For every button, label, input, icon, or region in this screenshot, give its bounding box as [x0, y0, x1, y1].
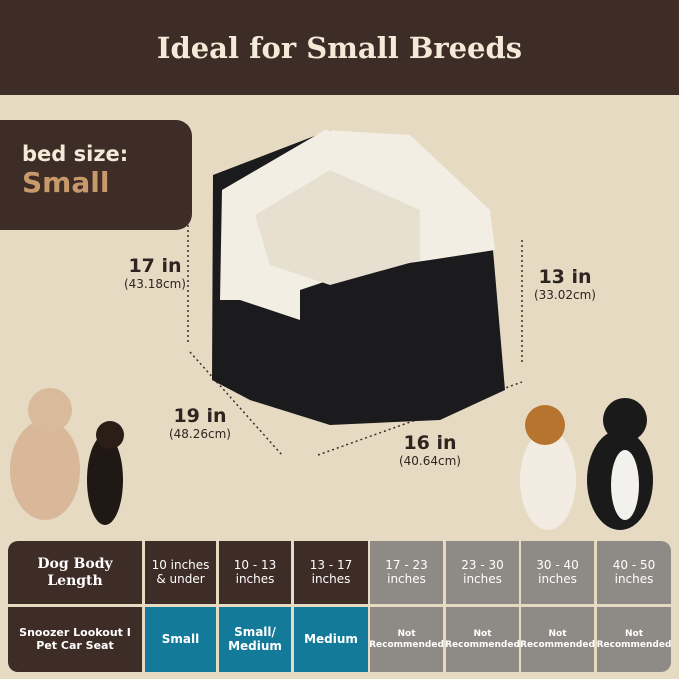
bed-size-box: bed size: Small — [0, 120, 192, 230]
border-collie-image — [587, 398, 653, 530]
table-header-cell: 13 - 17 inches — [294, 541, 368, 604]
table-cell: Not Recommended — [445, 607, 520, 672]
table-header-cell: 17 - 23 inches — [370, 541, 443, 604]
table-header-cell: Dog Body Length — [8, 541, 142, 604]
depth-dimension: 19 in (48.26cm) — [168, 405, 231, 441]
table-header-cell: 10 - 13 inches — [219, 541, 291, 604]
table-header-cell: 30 - 40 inches — [521, 541, 594, 604]
table-cell: Medium — [294, 607, 368, 672]
height-dimension: 17 in (43.18cm) — [123, 255, 186, 291]
car-seat-bed-image — [212, 130, 505, 425]
table-header-cell: 23 - 30 inches — [446, 541, 519, 604]
table-cell: Small — [145, 607, 216, 672]
pinscher-image — [87, 421, 124, 525]
table-cell: Not Recommended — [369, 607, 444, 672]
table-cell: Small/ Medium — [219, 607, 291, 672]
poodle-image — [10, 388, 80, 520]
table-header-cell: 40 - 50 inches — [597, 541, 671, 604]
page-title: Ideal for Small Breeds — [156, 30, 523, 65]
size-chart-table: Dog Body Length Snoozer Lookout I Pet Car… — [8, 541, 671, 672]
table-cell: Not Recommended — [520, 607, 595, 672]
table-header-cell: 10 inches & under — [145, 541, 216, 604]
back-height-dimension: 13 in (33.02cm) — [533, 266, 596, 302]
table-cell: Not Recommended — [597, 607, 671, 672]
bed-size-value: Small — [22, 166, 110, 199]
table-cell: Snoozer Lookout I Pet Car Seat — [8, 607, 142, 672]
width-dimension: 16 in (40.64cm) — [398, 432, 461, 468]
bed-size-label: bed size: — [22, 142, 129, 166]
beagle-image — [520, 405, 576, 530]
header-banner: Ideal for Small Breeds — [0, 0, 679, 95]
